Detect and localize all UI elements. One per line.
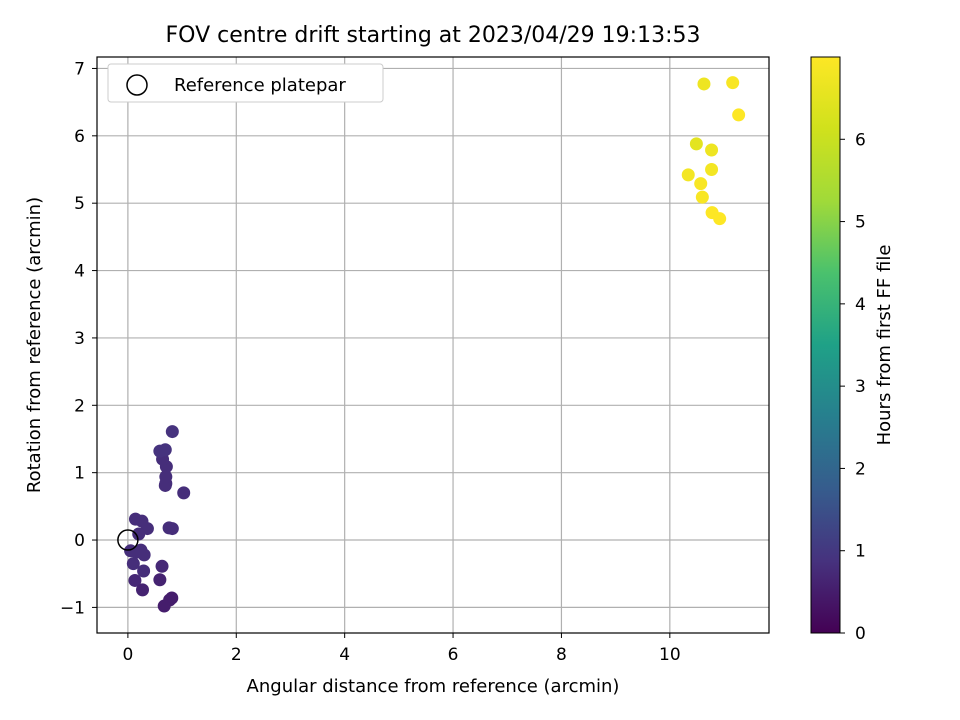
data-point — [705, 143, 719, 157]
reference-platepar-marker — [117, 529, 139, 551]
y-tick-label: 7 — [74, 59, 85, 79]
colorbar-tick-label: 3 — [855, 377, 866, 397]
data-point — [157, 599, 171, 613]
data-point — [137, 548, 151, 562]
data-point — [165, 425, 179, 439]
y-tick-label: 3 — [74, 329, 85, 349]
x-tick-label: 2 — [231, 645, 242, 665]
x-tick-label: 10 — [659, 645, 681, 665]
data-point — [126, 557, 140, 571]
y-tick-label: 0 — [74, 531, 85, 551]
plot-frame — [96, 56, 770, 634]
data-point — [153, 573, 167, 587]
colorbar-tick-label: 2 — [855, 459, 866, 479]
y-tick-label: 2 — [74, 396, 85, 416]
x-tick-label: 6 — [448, 645, 459, 665]
data-point — [689, 137, 703, 151]
colorbar: 0 1 2 3 4 5 6 Hours from first FF file — [810, 56, 895, 644]
data-point — [128, 573, 142, 587]
data-point — [681, 168, 695, 182]
data-point — [713, 212, 727, 226]
y-tick-label: 5 — [74, 194, 85, 214]
colorbar-gradient — [810, 56, 841, 634]
data-point — [132, 527, 146, 541]
grid-lines — [97, 57, 769, 633]
data-point — [694, 177, 708, 191]
colorbar-label: Hours from first FF file — [874, 245, 895, 446]
y-tick-label: −1 — [60, 598, 85, 618]
data-point — [697, 77, 711, 91]
data-point — [155, 559, 169, 573]
data-point — [158, 443, 172, 457]
data-point — [732, 108, 746, 122]
y-tick-label: 4 — [74, 262, 85, 282]
data-point — [136, 583, 150, 597]
x-tick-label: 0 — [122, 645, 133, 665]
reference-point — [117, 529, 139, 551]
y-axis-label: Rotation from reference (arcmin) — [24, 197, 45, 493]
legend-reference-marker — [126, 74, 148, 96]
data-point — [726, 76, 740, 90]
data-point — [159, 470, 173, 484]
y-tick-label: 6 — [74, 127, 85, 147]
y-tick-label: 1 — [74, 464, 85, 484]
x-tick-label: 4 — [339, 645, 350, 665]
colorbar-tick-label: 4 — [855, 295, 866, 315]
data-point — [137, 564, 151, 578]
x-tick-label: 8 — [556, 645, 567, 665]
data-point — [695, 190, 709, 204]
data-point — [165, 522, 179, 536]
colorbar-tick-label: 1 — [855, 542, 866, 562]
y-axis-ticks: −1 0 1 2 3 4 5 6 7 — [60, 59, 97, 618]
legend-box — [107, 63, 384, 103]
data-point — [705, 163, 719, 177]
x-axis-label: Angular distance from reference (arcmin) — [247, 676, 620, 697]
colorbar-tick-label: 0 — [855, 624, 866, 644]
chart-title: FOV centre drift starting at 2023/04/29 … — [166, 23, 701, 48]
colorbar-ticks: 0 1 2 3 4 5 6 — [840, 130, 866, 644]
legend-entry-label: Reference platepar — [174, 75, 346, 96]
colorbar-tick-label: 5 — [855, 213, 866, 233]
data-points — [124, 76, 746, 613]
x-axis-ticks: 0 2 4 6 8 10 — [122, 633, 681, 665]
data-point — [177, 486, 191, 500]
legend: Reference platepar — [107, 63, 384, 103]
colorbar-tick-label: 6 — [855, 130, 866, 150]
